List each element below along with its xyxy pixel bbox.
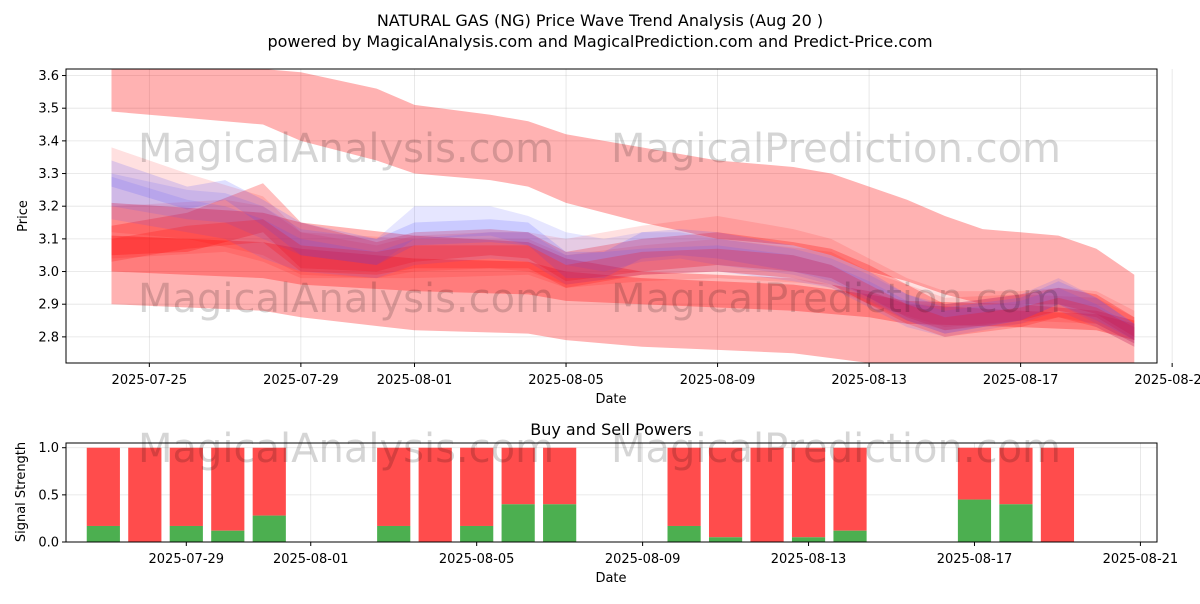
signal-xtick-label-5: 2025-08-17 xyxy=(937,552,1013,567)
sell-bar-15 xyxy=(957,447,992,500)
price-grid xyxy=(66,69,1173,363)
sell-bar-13 xyxy=(791,447,826,538)
price-band-7 xyxy=(111,173,1135,344)
sell-bar-14 xyxy=(833,447,867,531)
price-ytick-label-7: 3.5 xyxy=(38,102,59,117)
buy-bar-13 xyxy=(791,537,826,542)
signal-bars xyxy=(86,447,1075,542)
price-x-label: Date xyxy=(595,392,626,407)
price-xtick-label-3: 2025-08-05 xyxy=(528,373,604,388)
signal-ytick-label-1: 0.5 xyxy=(38,488,59,503)
buy-bar-16 xyxy=(999,504,1033,542)
signal-chart-title: Buy and Sell Powers xyxy=(530,420,692,439)
price-y-label: Price xyxy=(16,200,31,232)
price-band-2 xyxy=(111,235,1135,341)
buy-bar-0 xyxy=(86,525,120,542)
price-wave-chart: MagicalAnalysis.com MagicalPrediction.co… xyxy=(16,68,1200,407)
price-band-6 xyxy=(111,160,1135,341)
price-band-0 xyxy=(111,69,1135,337)
price-ytick-label-5: 3.3 xyxy=(38,167,59,182)
watermark-prediction-mid: MagicalPrediction.com xyxy=(611,276,1061,322)
signal-xtick-label-4: 2025-08-13 xyxy=(771,552,847,567)
buy-bar-3 xyxy=(211,530,245,542)
signal-y-ticks: 0.0 0.5 1.0 xyxy=(38,441,66,551)
buy-bar-5 xyxy=(377,525,411,542)
signal-xtick-label-2: 2025-08-05 xyxy=(439,552,515,567)
buy-bar-14 xyxy=(833,530,867,542)
chart-title: NATURAL GAS (NG) Price Wave Trend Analys… xyxy=(377,11,823,30)
sell-bar-8 xyxy=(501,447,535,505)
sell-bar-17 xyxy=(1040,447,1075,542)
buy-bar-10 xyxy=(667,525,701,542)
sell-bar-10 xyxy=(667,447,701,526)
price-band-8 xyxy=(111,176,1135,347)
sell-bar-4 xyxy=(252,447,286,516)
buy-bar-8 xyxy=(501,504,535,542)
buy-bar-4 xyxy=(252,515,286,542)
buy-bar-2 xyxy=(169,525,203,542)
price-band-4 xyxy=(111,147,1135,344)
sell-bar-1 xyxy=(128,447,162,542)
price-band-9 xyxy=(111,219,1135,347)
signal-xtick-label-1: 2025-08-01 xyxy=(273,552,349,567)
watermark-analysis-bottom: MagicalAnalysis.com xyxy=(138,426,554,472)
signal-chart: Buy and Sell Powers MagicalAnalysis.com … xyxy=(14,420,1178,586)
watermark-prediction-top: MagicalPrediction.com xyxy=(611,126,1061,172)
sell-bar-16 xyxy=(999,447,1033,505)
watermark-analysis-top: MagicalAnalysis.com xyxy=(138,126,554,172)
price-y-ticks: 2.8 2.9 3.0 3.1 3.2 3.3 3.4 3.5 3.6 xyxy=(38,69,66,345)
buy-bar-7 xyxy=(460,525,494,542)
price-ytick-label-3: 3.1 xyxy=(38,232,59,247)
price-band-5 xyxy=(111,199,1135,344)
top-watermarks: MagicalAnalysis.com MagicalPrediction.co… xyxy=(138,126,1061,322)
signal-x-ticks: 2025-07-29 2025-08-01 2025-08-05 2025-08-09… xyxy=(149,542,1179,567)
price-xtick-label-2: 2025-08-01 xyxy=(377,373,453,388)
signal-ytick-label-2: 1.0 xyxy=(38,441,59,456)
buy-bar-15 xyxy=(957,499,992,542)
buy-bar-11 xyxy=(708,537,743,542)
price-band-1 xyxy=(111,202,1135,363)
price-band-3 xyxy=(111,183,1135,341)
sell-bar-12 xyxy=(750,447,784,542)
price-ytick-label-4: 3.2 xyxy=(38,200,59,215)
price-xtick-label-5: 2025-08-13 xyxy=(831,373,907,388)
price-ytick-label-0: 2.8 xyxy=(38,330,59,345)
price-ytick-label-8: 3.6 xyxy=(38,69,59,84)
sell-bar-5 xyxy=(377,447,411,526)
signal-xtick-label-0: 2025-07-29 xyxy=(149,552,225,567)
chart-subtitle: powered by MagicalAnalysis.com and Magic… xyxy=(267,32,932,51)
sell-bar-9 xyxy=(543,447,577,505)
price-bands xyxy=(111,69,1135,363)
watermark-prediction-bottom: MagicalPrediction.com xyxy=(611,426,1061,472)
price-ytick-label-6: 3.4 xyxy=(38,134,59,149)
signal-xtick-label-3: 2025-08-09 xyxy=(605,552,681,567)
price-xtick-label-6: 2025-08-17 xyxy=(983,373,1059,388)
price-ytick-label-2: 3.0 xyxy=(38,265,59,280)
watermark-analysis-mid: MagicalAnalysis.com xyxy=(138,276,554,322)
price-xtick-label-7: 2025-08-21 xyxy=(1134,373,1200,388)
price-xtick-label-1: 2025-07-29 xyxy=(263,373,339,388)
signal-ytick-label-0: 0.0 xyxy=(38,536,59,551)
sell-bar-11 xyxy=(708,447,743,538)
price-xtick-label-4: 2025-08-09 xyxy=(680,373,756,388)
buy-bar-9 xyxy=(543,504,577,542)
price-ytick-label-1: 2.9 xyxy=(38,298,59,313)
sell-bar-0 xyxy=(86,447,120,526)
sell-bar-2 xyxy=(169,447,203,526)
sell-bar-7 xyxy=(460,447,494,526)
sell-bar-6 xyxy=(418,447,452,542)
sell-bar-3 xyxy=(211,447,245,531)
signal-xtick-label-6: 2025-08-21 xyxy=(1103,552,1179,567)
price-axes-frame xyxy=(65,68,1158,364)
price-xtick-label-0: 2025-07-25 xyxy=(112,373,188,388)
signal-axes-frame xyxy=(65,442,1158,543)
signal-y-label: Signal Strength xyxy=(14,442,29,542)
signal-x-label: Date xyxy=(595,571,626,586)
price-x-ticks: 2025-07-25 2025-07-29 2025-08-01 2025-08-05… xyxy=(112,363,1200,388)
